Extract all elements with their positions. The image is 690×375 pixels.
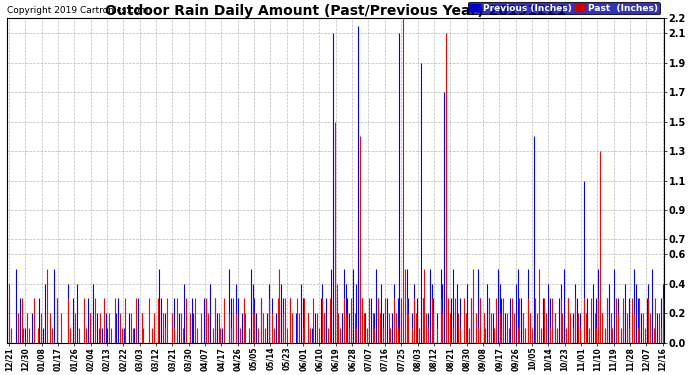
Legend: Previous (Inches), Past  (Inches): Previous (Inches), Past (Inches) [468, 2, 660, 15]
Title: Outdoor Rain Daily Amount (Past/Previous Year) 20191221: Outdoor Rain Daily Amount (Past/Previous… [105, 4, 566, 18]
Text: Copyright 2019 Cartronics.com: Copyright 2019 Cartronics.com [7, 6, 148, 15]
